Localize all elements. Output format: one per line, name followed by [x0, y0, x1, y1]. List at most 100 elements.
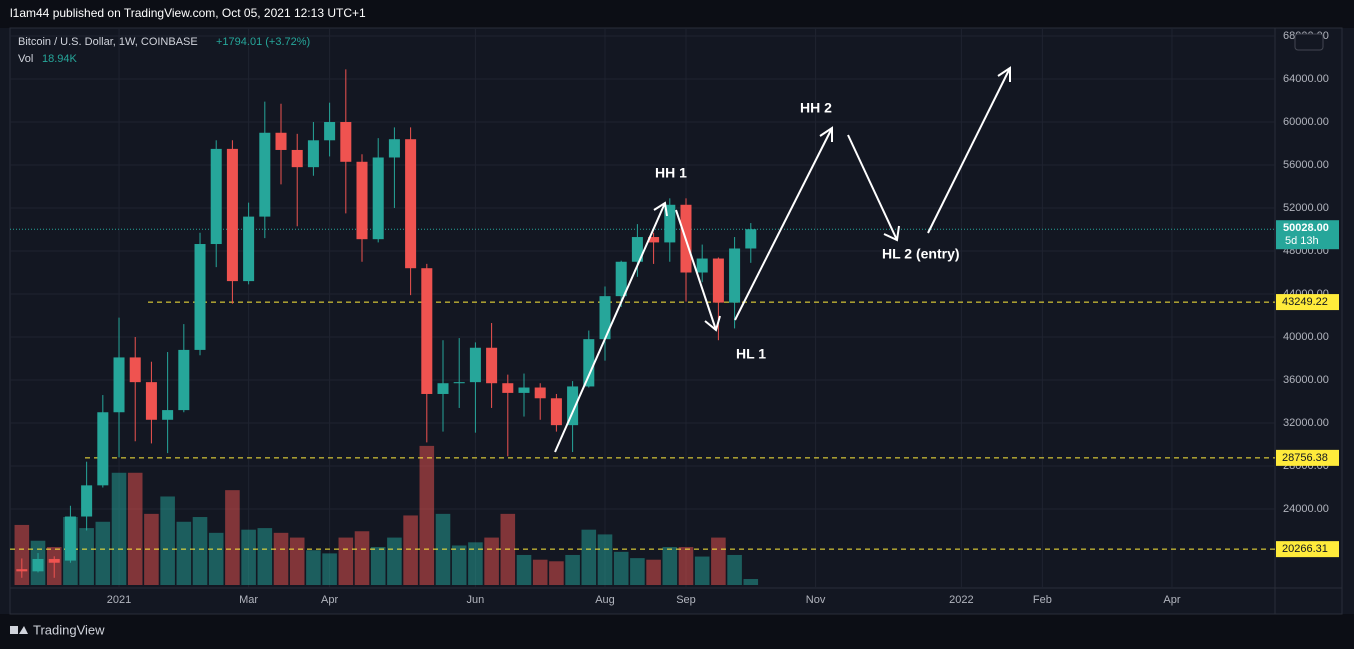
volume-bar: [306, 550, 321, 585]
candle-body: [550, 398, 562, 426]
candle-body: [664, 204, 676, 243]
volume-bar: [176, 521, 192, 585]
candle-body: [97, 412, 109, 486]
volume-bar: [597, 534, 613, 585]
candle-body: [324, 122, 336, 141]
volume-bar: [565, 554, 580, 585]
x-tick-label: Nov: [806, 594, 826, 606]
volume-bar: [711, 537, 726, 585]
volume-bar: [630, 558, 645, 585]
volume-bar: [516, 554, 532, 585]
candle-body: [340, 122, 352, 162]
candle-body: [518, 387, 530, 393]
candle-body: [729, 248, 741, 303]
arrow: [675, 209, 717, 331]
x-tick-label: 2021: [107, 594, 131, 606]
candle-body: [291, 149, 303, 168]
y-tick-label: 24000.00: [1283, 503, 1329, 515]
candle-body: [745, 229, 757, 249]
volume-bar: [387, 537, 402, 585]
arrow-head: [704, 315, 721, 332]
candle-body: [48, 558, 60, 563]
y-tick-label: 64000.00: [1283, 73, 1329, 85]
arrow: [554, 202, 666, 453]
candle-body: [275, 132, 287, 150]
candle-body: [226, 148, 238, 282]
level-label: 28756.38: [1282, 452, 1328, 464]
x-tick-label: Sep: [676, 594, 696, 606]
x-tick-label: Aug: [595, 594, 615, 606]
volume-bar: [646, 559, 661, 585]
candle-body: [502, 383, 514, 393]
volume-bar: [160, 496, 175, 585]
level-label: 43249.22: [1282, 296, 1328, 308]
candle-body: [648, 237, 660, 243]
footer-bar: [0, 614, 1354, 649]
candle-body: [243, 216, 255, 282]
volume-bar: [95, 521, 111, 585]
candle-body: [81, 485, 93, 517]
level-label-box: [1276, 449, 1339, 466]
candle-body: [437, 383, 449, 394]
volume-bar: [273, 532, 289, 585]
annotation: HL 2 (entry): [882, 246, 960, 262]
candle-body: [259, 132, 271, 217]
attribution: l1am44 published on TradingView.com, Oct…: [10, 6, 366, 20]
candle-body: [113, 357, 125, 413]
logo-mark: [10, 626, 18, 634]
candle-body: [210, 148, 222, 245]
volume-bar: [338, 537, 354, 585]
chart-title: Bitcoin / U.S. Dollar, 1W, COINBASE: [18, 36, 198, 48]
candle-body: [178, 349, 190, 411]
arrow-head: [997, 66, 1011, 82]
volume-bar: [241, 529, 256, 585]
annotation: HH 2: [800, 100, 832, 116]
grid: [10, 28, 1275, 588]
y-tick-label: 40000.00: [1283, 331, 1329, 343]
volume-bar: [403, 515, 418, 585]
candle-body: [194, 244, 206, 350]
volume-bar: [451, 545, 467, 585]
candle-body: [307, 140, 319, 168]
level-label-box: [1276, 541, 1339, 558]
y-tick-label: 36000.00: [1283, 374, 1329, 386]
frame: [9, 27, 1343, 615]
header-bar: [0, 0, 1354, 28]
candle-body: [583, 339, 595, 387]
annotation: HL 1: [736, 346, 766, 362]
volume-bar: [419, 445, 435, 585]
candle-body: [712, 258, 724, 303]
volume-bar: [225, 490, 240, 585]
volume-bar: [127, 472, 143, 585]
volume-bar: [257, 528, 273, 585]
candle-body: [388, 139, 400, 158]
y-tick-label: 32000.00: [1283, 417, 1329, 429]
candle-body: [486, 347, 498, 384]
candle-body: [356, 161, 368, 240]
change: +1794.01 (+3.72%): [216, 36, 310, 48]
countdown: 5d 13h: [1285, 235, 1319, 247]
candle-body: [372, 157, 384, 240]
candle-body: [615, 261, 627, 297]
volume-bar: [192, 517, 208, 585]
volume-bar: [694, 556, 710, 585]
x-tick-label: Mar: [239, 594, 258, 606]
candle-body: [129, 357, 141, 383]
candle-body: [16, 569, 28, 572]
level-label-box: [1276, 294, 1339, 311]
volume-bar: [613, 551, 629, 585]
volume-bar: [484, 537, 499, 585]
volume-bar: [289, 537, 305, 585]
level-label: 20266.31: [1282, 543, 1328, 555]
candle-body: [567, 386, 579, 426]
volume-bar: [662, 547, 678, 585]
y-tick-label: 52000.00: [1283, 202, 1329, 214]
volume-bar: [581, 529, 597, 585]
arrow-head: [883, 225, 900, 242]
volume-bar: [549, 561, 564, 585]
arrow-head: [653, 201, 668, 217]
volume-bar: [370, 547, 386, 585]
candle-body: [145, 382, 157, 420]
volume-bar: [727, 554, 742, 585]
